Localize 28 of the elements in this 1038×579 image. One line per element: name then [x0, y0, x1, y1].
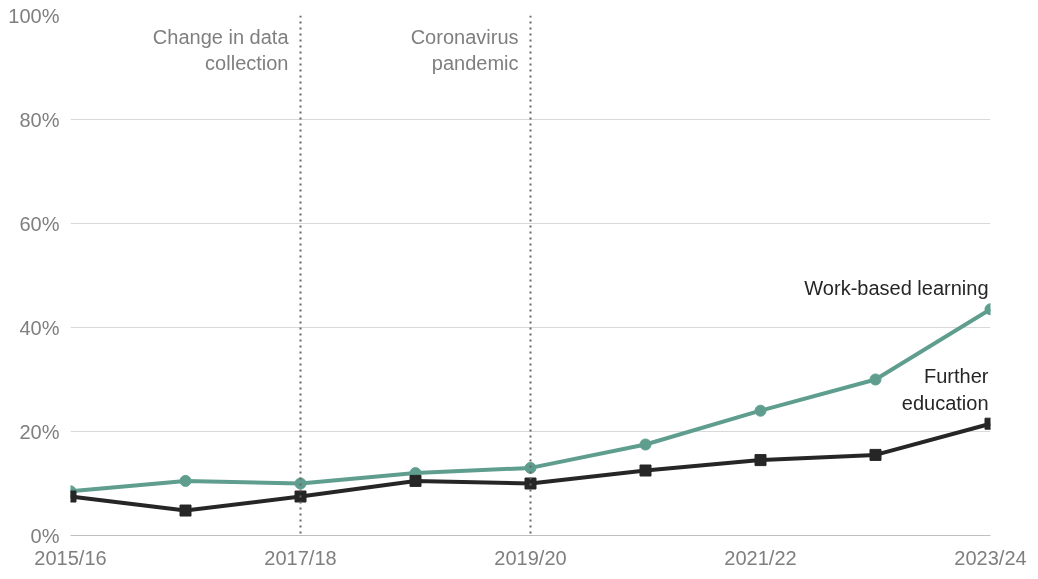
x-tick-label: 2021/22: [724, 546, 797, 569]
y-tick-label: 60%: [19, 212, 60, 235]
point: [524, 461, 537, 474]
series-label: Further education: [901, 365, 989, 414]
point: [524, 477, 537, 490]
point: [294, 490, 307, 503]
x-tick-label: 2023/24: [954, 546, 1027, 569]
y-tick-label: 80%: [19, 108, 60, 131]
point: [869, 448, 882, 461]
point: [754, 404, 767, 417]
x-tick-label: 2017/18: [264, 546, 337, 569]
ref-line-label: Change in data collection: [152, 25, 290, 74]
point: [294, 477, 307, 490]
x-tick-label: 2015/16: [34, 546, 107, 569]
y-tick-label: 0%: [30, 524, 60, 547]
point: [179, 504, 192, 517]
point: [754, 454, 767, 467]
ref-line-label: Coronavirus pandemic: [410, 25, 519, 74]
point: [639, 464, 652, 477]
y-tick-label: 20%: [19, 420, 60, 443]
y-tick-label: 40%: [19, 316, 60, 339]
y-tick-label: 100%: [8, 4, 60, 27]
series-label: Work-based learning: [804, 277, 989, 300]
point: [869, 373, 882, 386]
point: [179, 474, 192, 487]
point: [639, 438, 652, 451]
x-tick-label: 2019/20: [494, 546, 567, 569]
point: [409, 474, 422, 487]
